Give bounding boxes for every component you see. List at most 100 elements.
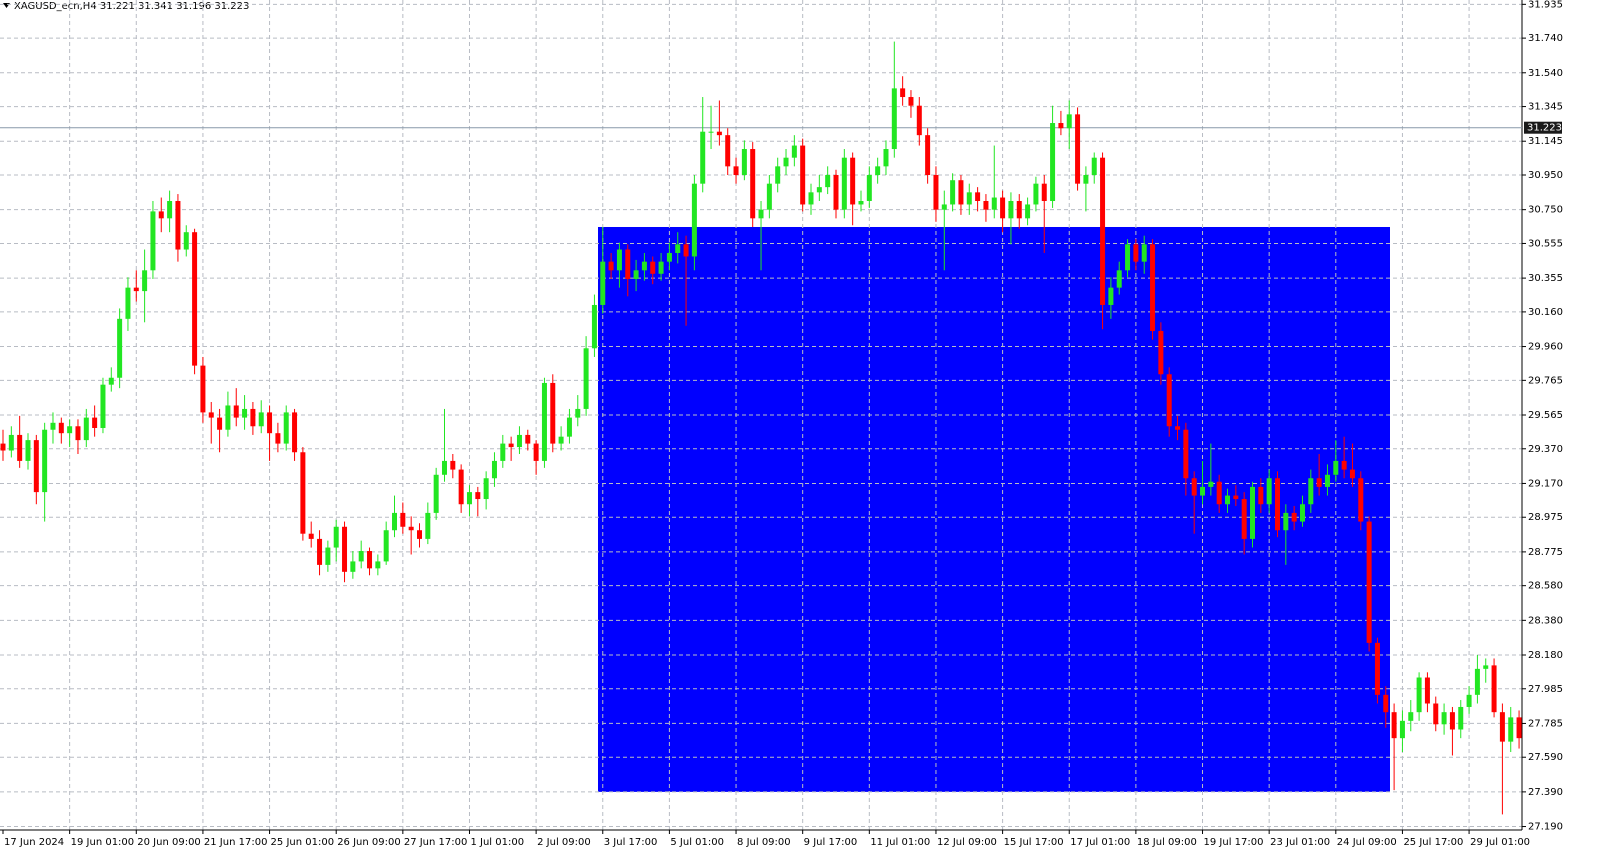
candle-body bbox=[491, 460, 497, 479]
y-tick-label: 28.975 bbox=[1528, 512, 1563, 523]
y-tick-label: 31.540 bbox=[1528, 68, 1563, 79]
candle-body bbox=[158, 211, 164, 219]
candle-body bbox=[991, 197, 997, 210]
candle-body bbox=[1458, 706, 1464, 730]
candle-body bbox=[1050, 123, 1056, 202]
candle-body bbox=[1399, 720, 1405, 739]
candle-body bbox=[683, 244, 689, 257]
candle-body bbox=[358, 551, 364, 562]
candle-body bbox=[350, 561, 356, 572]
candle-body bbox=[417, 530, 422, 539]
candle-body bbox=[1424, 677, 1430, 704]
title-arrow bbox=[3, 3, 10, 8]
y-tick-label: 27.590 bbox=[1528, 752, 1563, 763]
candle-body bbox=[741, 149, 747, 176]
candle-body bbox=[425, 512, 431, 539]
candle-body bbox=[392, 512, 398, 531]
candle-body bbox=[1308, 478, 1314, 505]
candle-body bbox=[725, 135, 731, 167]
candle-body bbox=[83, 417, 89, 441]
candle-body bbox=[908, 97, 914, 106]
candle-body bbox=[1508, 717, 1514, 742]
y-tick-label: 30.355 bbox=[1528, 273, 1563, 284]
candle-body bbox=[558, 436, 564, 444]
candle-body bbox=[758, 209, 764, 219]
y-tick-label: 28.580 bbox=[1528, 581, 1563, 592]
y-tick-label: 29.170 bbox=[1528, 478, 1563, 489]
candle-body bbox=[367, 551, 373, 569]
candle-body bbox=[1408, 712, 1414, 721]
candle-body bbox=[966, 192, 972, 205]
y-tick-label: 29.960 bbox=[1528, 342, 1563, 353]
candle-body bbox=[700, 131, 706, 184]
candle-body bbox=[566, 417, 572, 437]
candle-body bbox=[1016, 201, 1022, 219]
x-tick-label: 25 Jul 17:00 bbox=[1403, 837, 1463, 848]
candle-body bbox=[1324, 474, 1330, 487]
candle-body bbox=[733, 166, 739, 176]
candle-body bbox=[800, 145, 806, 205]
y-tick-label: 31.145 bbox=[1528, 136, 1563, 147]
candle-body bbox=[1200, 486, 1206, 496]
candle-body bbox=[1316, 478, 1322, 487]
candle-body bbox=[1391, 712, 1397, 739]
candle-body bbox=[608, 261, 614, 271]
candle-body bbox=[258, 412, 264, 427]
candle-body bbox=[1216, 481, 1222, 505]
candle-body bbox=[875, 166, 881, 176]
y-tick-label: 30.160 bbox=[1528, 307, 1563, 318]
candle-body bbox=[242, 408, 248, 418]
candle-body bbox=[1366, 521, 1372, 643]
candle-body bbox=[433, 474, 439, 513]
candle-body bbox=[933, 175, 939, 210]
price-label: 31.223 bbox=[1527, 123, 1562, 134]
y-tick-label: 27.985 bbox=[1528, 684, 1563, 695]
y-tick-label: 30.750 bbox=[1528, 205, 1563, 216]
candle-body bbox=[650, 261, 656, 274]
y-tick-label: 27.785 bbox=[1528, 718, 1563, 729]
candle-body bbox=[533, 443, 539, 461]
candle-body bbox=[1025, 204, 1031, 219]
x-tick-label: 1 Jul 01:00 bbox=[470, 837, 524, 848]
candle-body bbox=[1383, 694, 1389, 713]
candle-body bbox=[275, 433, 281, 444]
candle-body bbox=[408, 526, 414, 531]
candle-body bbox=[925, 135, 931, 176]
candle-body bbox=[208, 412, 214, 418]
candle-body bbox=[192, 232, 198, 366]
candle-body bbox=[108, 377, 114, 385]
x-tick-label: 11 Jul 01:00 bbox=[870, 837, 930, 848]
x-tick-label: 2 Jul 09:00 bbox=[537, 837, 591, 848]
candle-body bbox=[1233, 495, 1239, 500]
candle-body bbox=[75, 426, 81, 441]
x-tick-label: 3 Jul 17:00 bbox=[604, 837, 658, 848]
candle-body bbox=[1333, 460, 1339, 475]
y-tick-label: 30.555 bbox=[1528, 238, 1563, 249]
candle-body bbox=[167, 201, 173, 219]
candle-body bbox=[466, 492, 472, 505]
y-tick-label: 31.740 bbox=[1528, 33, 1563, 44]
candle-body bbox=[8, 434, 14, 451]
x-tick-label: 27 Jun 17:00 bbox=[404, 837, 468, 848]
candle-body bbox=[458, 469, 464, 505]
candle-body bbox=[1466, 694, 1472, 707]
candle-body bbox=[1166, 374, 1172, 427]
candle-body bbox=[1474, 668, 1480, 695]
price-label-box bbox=[1524, 121, 1562, 134]
candle-body bbox=[133, 287, 139, 292]
candle-body bbox=[375, 561, 381, 569]
candle-body bbox=[1266, 478, 1272, 505]
candle-body bbox=[1183, 429, 1189, 479]
candle-body bbox=[0, 443, 6, 451]
candle-body bbox=[100, 384, 106, 428]
candle-body bbox=[300, 452, 306, 534]
candle-body bbox=[975, 192, 981, 202]
candle-body bbox=[183, 232, 189, 250]
candle-body bbox=[17, 434, 23, 461]
candle-body bbox=[600, 261, 606, 305]
candle-body bbox=[625, 249, 631, 279]
candle-body bbox=[42, 429, 48, 493]
candle-body bbox=[591, 304, 597, 349]
candle-body bbox=[1283, 512, 1289, 531]
